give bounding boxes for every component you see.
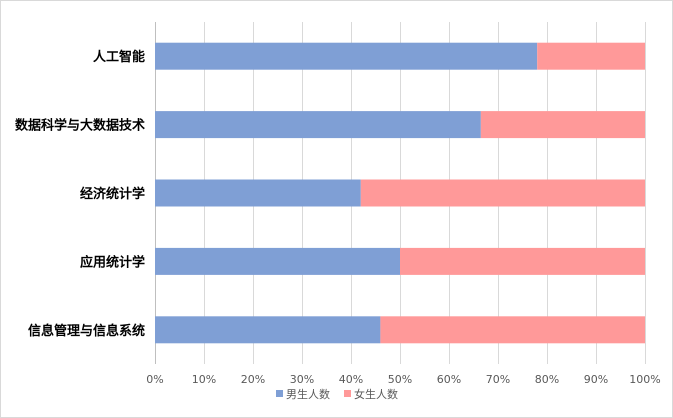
x-tick-label: 90% — [584, 373, 608, 386]
bar-male-5 — [155, 316, 381, 344]
x-tick-label: 0% — [146, 373, 163, 386]
category-label: 经济统计学 — [80, 186, 145, 202]
bar-female-5 — [380, 316, 645, 344]
category-label: 数据科学与大数据技术 — [15, 118, 145, 134]
bar-male-3 — [155, 179, 361, 207]
x-tick-label: 20% — [241, 373, 265, 386]
legend-label: 女生人数 — [354, 387, 398, 401]
x-tick-label: 80% — [535, 373, 559, 386]
legend-swatch-female — [344, 390, 351, 397]
bars — [155, 42, 645, 344]
x-tick-label: 60% — [437, 373, 461, 386]
bar-female-4 — [400, 247, 645, 275]
category-label: 信息管理与信息系统 — [28, 323, 145, 339]
x-tick-label: 30% — [290, 373, 314, 386]
legend: 男生人数 女生人数 — [276, 387, 398, 401]
x-tick-label: 100% — [629, 373, 660, 386]
x-tick-label: 50% — [388, 373, 412, 386]
legend-swatch-male — [276, 390, 283, 397]
x-tick-label: 10% — [192, 373, 216, 386]
category-label: 人工智能 — [93, 49, 145, 65]
bar-female-3 — [360, 179, 645, 207]
category-label: 应用统计学 — [80, 254, 145, 270]
x-tick-label: 40% — [339, 373, 363, 386]
x-tick-label: 70% — [486, 373, 510, 386]
bar-male-4 — [155, 247, 400, 275]
bar-male-1 — [155, 42, 538, 70]
x-tick-labels: 0% 10% 20% 30% 40% 50% 60% 70% 80% 90% 100% — [146, 373, 660, 386]
bar-male-2 — [155, 111, 481, 139]
bar-female-1 — [537, 42, 645, 70]
legend-label: 男生人数 — [286, 387, 330, 401]
bar-female-2 — [480, 111, 645, 139]
